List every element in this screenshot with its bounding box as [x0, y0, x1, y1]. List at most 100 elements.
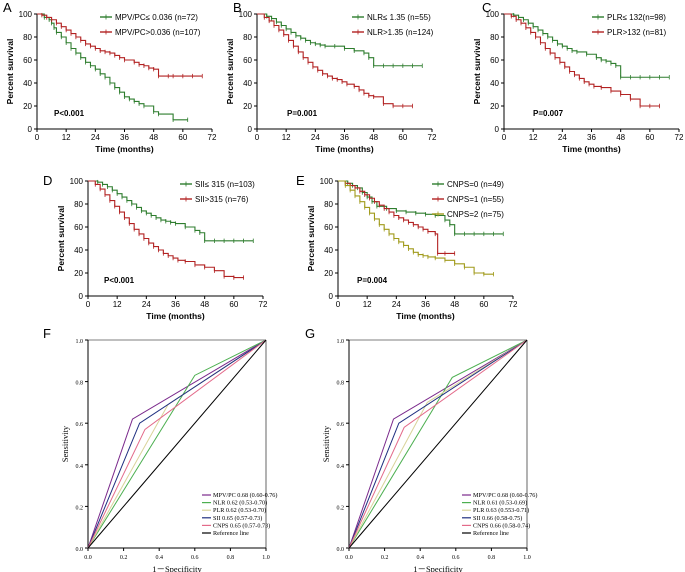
x-tick-label: 72 [675, 133, 684, 142]
y-tick-label: 0.2 [337, 505, 345, 511]
x-tick-label: 48 [200, 300, 209, 309]
x-tick-label: 0.8 [227, 555, 235, 561]
legend-label: MPV/PC≤ 0.036 (n=72) [115, 13, 198, 22]
y-tick-label: 0.4 [76, 464, 84, 470]
y-tick-label: 100 [70, 177, 84, 186]
y-axis-title: Percent survival [225, 39, 235, 105]
y-axis-title: Percent survival [5, 39, 15, 105]
y-tick-label: 60 [74, 223, 83, 232]
x-tick-label: 0 [336, 300, 341, 309]
x-tick-label: 12 [529, 133, 538, 142]
y-tick-label: 0.6 [76, 422, 84, 428]
y-axis-title: Sensitivity [60, 425, 70, 462]
y-tick-label: 100 [486, 10, 500, 19]
x-tick-label: 48 [149, 133, 158, 142]
y-tick-label: 0.4 [337, 464, 345, 470]
x-tick-label: 0.2 [381, 555, 389, 561]
x-tick-label: 36 [587, 133, 596, 142]
x-tick-label: 0.6 [191, 555, 199, 561]
x-tick-label: 0.4 [155, 555, 163, 561]
legend-label: PLR 0.63 (0.553-0.71) [473, 507, 529, 514]
x-tick-label: 24 [558, 133, 567, 142]
x-tick-label: 0.0 [84, 555, 92, 561]
x-tick-label: 12 [113, 300, 122, 309]
y-tick-label: 20 [490, 102, 499, 111]
legend-label: CNPS=0 (n=49) [447, 180, 504, 189]
y-tick-label: 40 [74, 246, 83, 255]
y-axis-title: Percent survival [306, 206, 316, 272]
p-value-label: P<0.001 [104, 276, 135, 285]
legend-label: CNPS 0.65 (0.57-0.73) [213, 522, 270, 529]
series-line-2 [348, 339, 528, 549]
y-tick-label: 80 [74, 200, 83, 209]
x-tick-label: 24 [392, 300, 401, 309]
legend-label: SII 0.66 (0.58-0.75) [473, 515, 522, 522]
y-tick-label: 40 [490, 79, 499, 88]
x-tick-label: 48 [369, 133, 378, 142]
panel-g: G 0.0 0.2 0.4 0.6 0.8 1.0 0.0 0.2 0.4 0.6 0.8 1.0 1－S… [305, 326, 537, 572]
series-line-5 [87, 339, 267, 549]
y-tick-label: 60 [23, 56, 32, 65]
panel-b: B 0 12 24 36 48 60 72 0 20 40 60 80 100 Time (months) P… [225, 0, 437, 154]
series-line-1 [37, 13, 188, 121]
y-tick-label: 0 [495, 125, 500, 134]
legend-label: PLR≤ 132(n=98) [607, 13, 666, 22]
y-tick-label: 0 [248, 125, 253, 134]
y-tick-label: 1.0 [76, 339, 84, 345]
x-tick-label: 60 [229, 300, 238, 309]
x-axis-title: Time (months) [315, 144, 374, 154]
panel-label: A [3, 0, 12, 15]
y-tick-label: 80 [490, 33, 499, 42]
x-axis-title: 1－Specificity [152, 564, 202, 572]
x-tick-label: 36 [171, 300, 180, 309]
x-tick-label: 0 [86, 300, 91, 309]
y-tick-label: 0.6 [337, 422, 345, 428]
x-tick-label: 48 [616, 133, 625, 142]
y-tick-label: 100 [320, 177, 334, 186]
p-value-label: P=0.001 [287, 109, 318, 118]
y-tick-label: 20 [23, 102, 32, 111]
legend-label: MPV/PC>0.036 (n=107) [115, 28, 201, 37]
y-tick-label: 1.0 [337, 339, 345, 345]
series-line-6 [348, 339, 528, 549]
y-tick-label: 20 [243, 102, 252, 111]
panel-d: D 0 12 24 36 48 60 72 0 20 40 60 80 100 Time (months) P… [43, 173, 268, 321]
x-tick-label: 72 [428, 133, 437, 142]
panel-label: G [305, 326, 315, 341]
legend-label: PLR 0.62 (0.53-0.70) [213, 507, 266, 514]
legend-label: NLR 0.62 (0.53-0.70) [213, 500, 267, 507]
legend-label: CNPS 0.66 (0.58-0.74) [473, 522, 530, 529]
legend-label: CNPS=2 (n=75) [447, 210, 504, 219]
y-tick-label: 0.0 [337, 547, 345, 553]
legend-label: MPV/PC 0.68 (0.60-0.76) [473, 492, 537, 499]
panel-e: E 0 12 24 36 48 60 72 0 20 40 60 80 100 Time (months) P… [296, 173, 518, 321]
series-line-4 [348, 339, 528, 549]
panel-label: C [482, 0, 491, 15]
legend-label: Reference line [213, 530, 249, 537]
legend-label: SII 0.65 (0.57-0.73) [213, 515, 262, 522]
x-tick-label: 24 [142, 300, 151, 309]
y-tick-label: 0 [28, 125, 33, 134]
series-line-2 [338, 180, 455, 254]
x-tick-label: 1.0 [262, 555, 270, 561]
y-tick-label: 60 [243, 56, 252, 65]
series-line-4 [87, 339, 267, 549]
x-tick-label: 0.4 [416, 555, 424, 561]
series-line-1 [348, 339, 528, 549]
x-tick-label: 36 [120, 133, 129, 142]
y-tick-label: 0.0 [76, 547, 84, 553]
panel-f: F 0.0 0.2 0.4 0.6 0.8 1.0 0.0 0.2 0.4 0.6 0.8 1.0 1－S… [43, 326, 277, 572]
legend-label: Reference line [473, 530, 509, 537]
x-tick-label: 0 [502, 133, 507, 142]
x-tick-label: 24 [91, 133, 100, 142]
y-tick-label: 80 [324, 200, 333, 209]
x-tick-label: 12 [62, 133, 71, 142]
panel-a: A 0 12 24 36 48 60 72 0 20 40 60 80 100 Time (months) P… [3, 0, 217, 154]
y-tick-label: 40 [243, 79, 252, 88]
legend-label: SII≤ 315 (n=103) [195, 180, 255, 189]
y-tick-label: 100 [19, 10, 33, 19]
legend-label: NLR≤ 1.35 (n=55) [367, 13, 431, 22]
legend-label: SII>315 (n=76) [195, 195, 249, 204]
